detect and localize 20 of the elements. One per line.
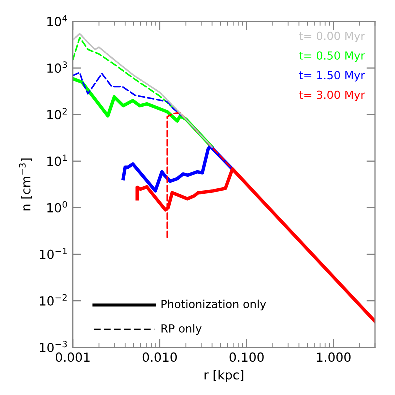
x-axis-title: r [kpc] xyxy=(204,370,244,382)
text: t= 0.00 Myr xyxy=(299,32,366,42)
annotation: RP only xyxy=(162,324,202,336)
y-tick-label: 10$^{3}$ xyxy=(48,62,68,74)
x-tick-label: 1.000 xyxy=(317,352,351,362)
text: t= 1.50 Myr xyxy=(299,71,366,82)
y-axis-title: n [cm$^{−3}$] xyxy=(19,158,32,211)
x-tick-label: 0.010 xyxy=(142,352,178,362)
y-tick-label: 10$^{−2}$ xyxy=(40,294,67,306)
x-tick-label: 0.001 xyxy=(56,352,90,362)
y-tick-label: 10$^{2}$ xyxy=(48,108,67,120)
y-tick-label: 10$^{−3}$ xyxy=(40,340,68,352)
annotation: Photionization only xyxy=(162,300,266,311)
y-tick-label: 10$^{0}$ xyxy=(48,201,68,213)
y-tick-label: 10$^{1}$ xyxy=(48,154,67,166)
y-tick-label: 10$^{−1}$ xyxy=(40,248,67,260)
x-tick-label: 0.100 xyxy=(230,352,264,362)
text: t= 3.00 Myr xyxy=(299,90,366,102)
text: t= 0.50 Myr xyxy=(299,52,366,62)
y-tick-label: 10$^{4}$ xyxy=(48,15,68,27)
